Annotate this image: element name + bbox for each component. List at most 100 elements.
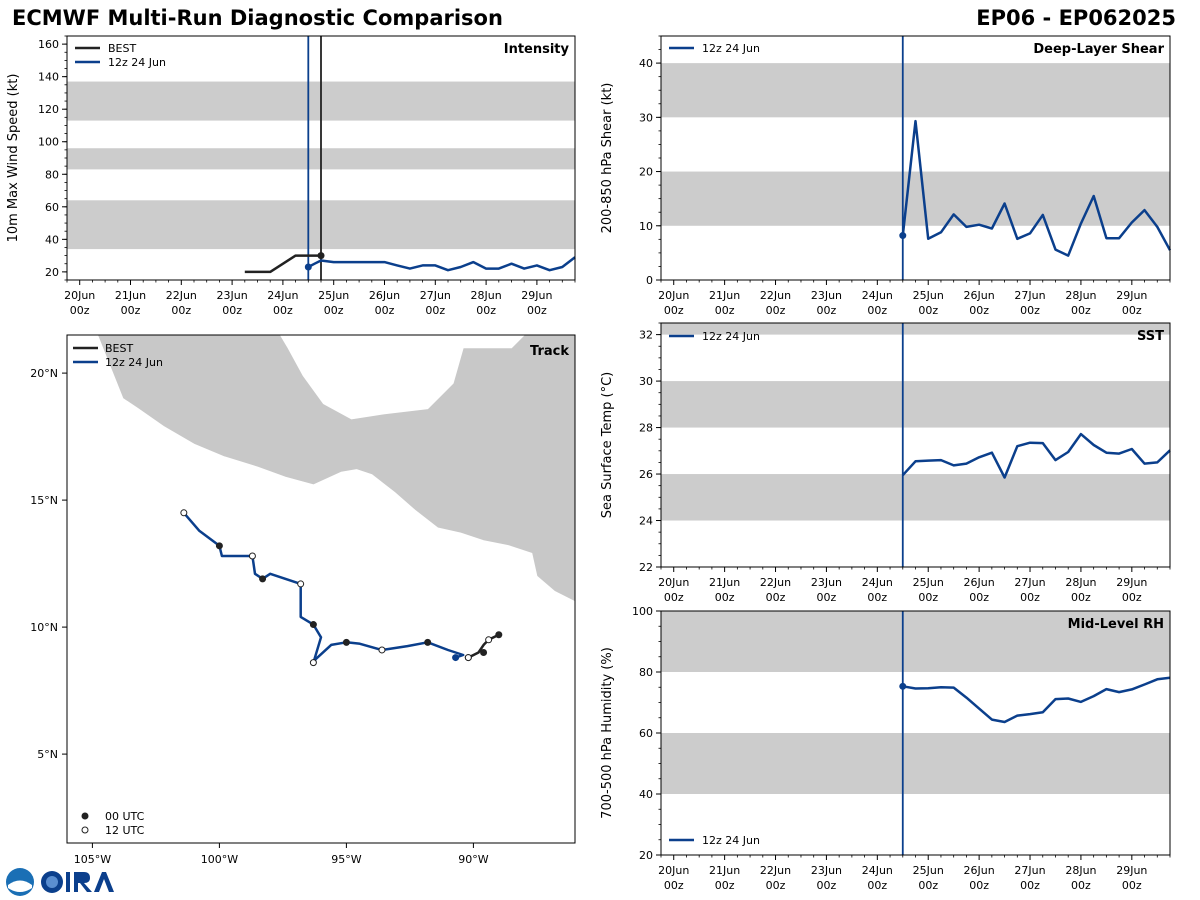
shear-xtick-label-hour: 00z [766, 304, 786, 317]
rh-band-1 [661, 611, 1170, 672]
track-plot-area [67, 335, 575, 667]
rh-xtick-label-day: 24Jun [862, 864, 893, 877]
track-point-12utc [297, 580, 305, 588]
intensity-xtick-label-day: 24Jun [267, 289, 298, 302]
sst-xtick-label-day: 21Jun [709, 576, 740, 589]
shear-series-run [901, 119, 1172, 257]
shear-xtick-label-hour: 00z [867, 304, 887, 317]
rh-xtick-label-hour: 00z [867, 879, 887, 892]
track-ytick-label: 15°N [30, 494, 58, 507]
track-point-12utc [309, 659, 317, 667]
sst-ylabel: Sea Surface Temp (°C) [600, 372, 615, 519]
sst-series-run [901, 432, 1171, 479]
track-start-point [452, 654, 460, 662]
rh-xtick-label-day: 28Jun [1065, 864, 1096, 877]
intensity-ylabel: 10m Max Wind Speed (kt) [6, 74, 21, 243]
intensity-xtick-label-hour: 00z [324, 304, 344, 317]
sst-xtick-label-day: 29Jun [1116, 576, 1147, 589]
sst-xtick-label-day: 25Jun [913, 576, 944, 589]
track-legend-label: 12z 24 Jun [105, 356, 163, 369]
sst-band-0 [661, 474, 1170, 521]
track-point-00utc [215, 542, 223, 550]
rh-xtick-label-day: 21Jun [709, 864, 740, 877]
track-legend-marker [81, 826, 89, 834]
rh-series-run [902, 676, 1171, 724]
track-xtick-label: 100°W [201, 853, 238, 866]
sst-band-1 [661, 381, 1170, 428]
sst-ytick-label: 26 [639, 468, 653, 481]
sst-ytick-label: 22 [639, 561, 653, 574]
rh-xtick-label-hour: 00z [969, 879, 989, 892]
sst-xtick-label-hour: 00z [664, 591, 684, 604]
rh-start-marker [899, 682, 907, 690]
sst-ytick-label: 28 [639, 422, 653, 435]
intensity-xtick-label-hour: 00z [222, 304, 242, 317]
intensity-xtick-label-hour: 00z [273, 304, 293, 317]
intensity-xtick-label-day: 28Jun [471, 289, 502, 302]
sst-xtick-label-hour: 00z [1122, 591, 1142, 604]
sst-ytick-label: 30 [639, 375, 653, 388]
track-ytick-label: 10°N [30, 621, 58, 634]
intensity-xtick-label-day: 26Jun [369, 289, 400, 302]
intensity-series-best [244, 254, 321, 274]
shear-ytick-label: 0 [646, 274, 653, 287]
rh-xtick-label-hour: 00z [1020, 879, 1040, 892]
page-title: ECMWF Multi-Run Diagnostic Comparison [12, 6, 503, 30]
shear-legend-label: 12z 24 Jun [702, 42, 760, 55]
rh-xtick-label-day: 25Jun [913, 864, 944, 877]
shear-ytick-label: 10 [639, 220, 653, 233]
intensity-xtick-label-day: 21Jun [115, 289, 146, 302]
sst-xtick-label-day: 26Jun [964, 576, 995, 589]
intensity-xtick-label-hour: 00z [425, 304, 445, 317]
sst-band-2 [661, 323, 1170, 335]
track-xtick-label: 105°W [74, 853, 111, 866]
shear-xtick-label-hour: 00z [817, 304, 837, 317]
shear-xtick-label-day: 22Jun [760, 289, 791, 302]
track-point-00utc [259, 575, 267, 583]
rh-ytick-label: 20 [639, 849, 653, 862]
shear-title: Deep-Layer Shear [1033, 42, 1164, 57]
intensity-xtick-label-hour: 00z [476, 304, 496, 317]
rh-xtick-label-hour: 00z [1071, 879, 1091, 892]
rh-xtick-label-hour: 00z [1122, 879, 1142, 892]
rh-ylabel: 700-500 hPa Humidity (%) [600, 647, 615, 819]
land-mass [67, 335, 575, 603]
track-xtick-label: 95°W [331, 853, 361, 866]
track-point-00utc [424, 638, 432, 646]
sst-xtick-label-hour: 00z [766, 591, 786, 604]
sst-xtick-label-hour: 00z [1020, 591, 1040, 604]
sst-legend-label: 12z 24 Jun [702, 330, 760, 343]
intensity-title: Intensity [504, 42, 570, 57]
rh-ytick-label: 60 [639, 727, 653, 740]
shear-ytick-label: 20 [639, 166, 653, 179]
intensity-ytick-label: 120 [38, 103, 59, 116]
intensity-ytick-label: 80 [45, 168, 59, 181]
shear-xtick-label-day: 25Jun [913, 289, 944, 302]
rh-band-0 [661, 733, 1170, 794]
shear-band-1 [661, 63, 1170, 118]
intensity-xtick-label-day: 20Jun [64, 289, 95, 302]
rh-xtick-label-day: 23Jun [811, 864, 842, 877]
track-point-00utc [342, 638, 350, 646]
intensity-xtick-label-hour: 00z [121, 304, 141, 317]
rh-xtick-label-hour: 00z [715, 879, 735, 892]
track-point-12utc [180, 509, 188, 517]
shear-xtick-label-day: 21Jun [709, 289, 740, 302]
track-title: Track [530, 344, 569, 359]
track-point-12utc [248, 552, 256, 560]
intensity-ytick-label: 60 [45, 201, 59, 214]
track-legend-marker-label: 12 UTC [105, 824, 145, 837]
intensity-xtick-label-day: 23Jun [217, 289, 248, 302]
track-point-12utc [464, 654, 472, 662]
shear-xtick-label-hour: 00z [1122, 304, 1142, 317]
intensity-ytick-label: 20 [45, 266, 59, 279]
intensity-end-marker [317, 252, 325, 260]
intensity-ytick-label: 140 [38, 71, 59, 84]
sst-xtick-label-day: 20Jun [658, 576, 689, 589]
sst-xtick-label-day: 27Jun [1014, 576, 1045, 589]
sst-xtick-label-day: 22Jun [760, 576, 791, 589]
track-legend-marker-label: 00 UTC [105, 810, 145, 823]
